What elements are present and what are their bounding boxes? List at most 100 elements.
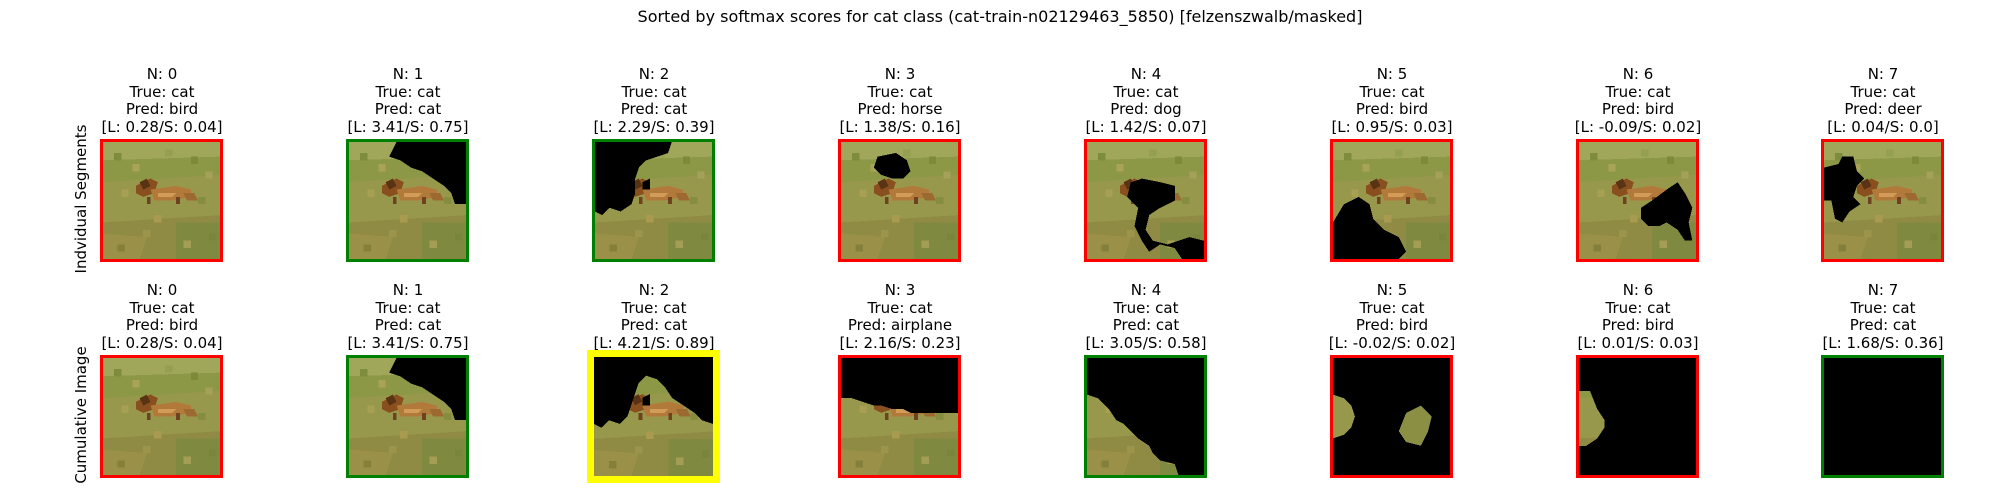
- panel-caption: N: 4 True: cat Pred: dog [L: 1.42/S: 0.07]: [1044, 65, 1248, 136]
- pred-label: Pred: cat: [620, 316, 688, 334]
- cat-grass-image: [594, 357, 713, 476]
- pred-label: Pred: cat: [374, 316, 442, 334]
- true-label: True: cat: [1359, 82, 1425, 101]
- cat-grass-image: [103, 142, 220, 259]
- segment-image-incorrect-frame: [838, 355, 961, 478]
- cat-grass-image: [1824, 142, 1941, 259]
- true-label: True: cat: [1850, 298, 1916, 317]
- panel-index-label: N: 6: [1622, 281, 1654, 299]
- true-label: True: cat: [1605, 82, 1671, 101]
- true-label: True: cat: [867, 298, 933, 317]
- cat-grass-image: [841, 142, 958, 259]
- cat-grass-image: [1579, 142, 1696, 259]
- panel-caption: N: 1 True: cat Pred: cat [L: 3.41/S: 0.75]: [306, 281, 510, 352]
- panel-index-label: N: 2: [638, 65, 670, 83]
- panel-caption: N: 0 True: cat Pred: bird [L: 0.28/S: 0.04]: [60, 281, 264, 352]
- pred-label: Pred: cat: [1849, 316, 1917, 334]
- pred-label: Pred: cat: [374, 100, 442, 118]
- panel-caption: N: 3 True: cat Pred: airplane [L: 2.16/S: 0…: [798, 281, 1002, 352]
- panel-index-label: N: 0: [146, 281, 178, 299]
- true-label: True: cat: [1850, 82, 1916, 101]
- panel-caption: N: 2 True: cat Pred: cat [L: 4.21/S: 0.89]: [552, 281, 756, 352]
- panel-caption: N: 2 True: cat Pred: cat [L: 2.29/S: 0.39]: [552, 65, 756, 136]
- pred-label: Pred: cat: [1112, 316, 1180, 334]
- score-label: [L: 1.38/S: 0.16]: [839, 117, 961, 136]
- pred-label: Pred: bird: [125, 100, 199, 118]
- segment-image-incorrect-frame: [1576, 139, 1699, 262]
- segment-image-incorrect-frame: [100, 139, 223, 262]
- panel-index-label: N: 1: [392, 65, 424, 83]
- cat-grass-image: [349, 358, 466, 475]
- score-label: [L: 3.41/S: 0.75]: [347, 333, 469, 352]
- cat-grass-image: [1579, 358, 1696, 475]
- pred-label: Pred: airplane: [847, 316, 953, 334]
- true-label: True: cat: [867, 82, 933, 101]
- panel-index-label: N: 3: [884, 65, 916, 83]
- pred-label: Pred: bird: [1601, 100, 1675, 118]
- pred-label: Pred: horse: [857, 100, 943, 118]
- pred-label: Pred: bird: [1601, 316, 1675, 334]
- panel-index-label: N: 5: [1376, 65, 1408, 83]
- panel-caption: N: 1 True: cat Pred: cat [L: 3.41/S: 0.75]: [306, 65, 510, 136]
- panel-caption: N: 3 True: cat Pred: horse [L: 1.38/S: 0.16…: [798, 65, 1002, 136]
- cat-grass-image: [1824, 358, 1941, 475]
- score-label: [L: -0.02/S: 0.02]: [1328, 333, 1456, 352]
- segment-image-incorrect-frame: [1330, 355, 1453, 478]
- panel-index-label: N: 4: [1130, 65, 1162, 83]
- panel-index-label: N: 3: [884, 281, 916, 299]
- cat-grass-image: [1087, 142, 1204, 259]
- segment-image-correct-frame: [592, 139, 715, 262]
- pred-label: Pred: bird: [125, 316, 199, 334]
- score-label: [L: 0.28/S: 0.04]: [101, 333, 223, 352]
- pred-label: Pred: deer: [1844, 100, 1922, 118]
- true-label: True: cat: [375, 82, 441, 101]
- score-label: [L: 1.42/S: 0.07]: [1085, 117, 1207, 136]
- segment-image-incorrect-frame: [100, 355, 223, 478]
- panel-caption: N: 0 True: cat Pred: bird [L: 0.28/S: 0.04]: [60, 65, 264, 136]
- panel-index-label: N: 1: [392, 281, 424, 299]
- pred-label: Pred: dog: [1110, 100, 1182, 118]
- segment-image-incorrect-frame: [1821, 139, 1944, 262]
- segment-image-best-frame: [587, 350, 720, 483]
- score-label: [L: -0.09/S: 0.02]: [1574, 117, 1702, 136]
- pred-label: Pred: bird: [1355, 316, 1429, 334]
- true-label: True: cat: [129, 298, 195, 317]
- true-label: True: cat: [1113, 82, 1179, 101]
- true-label: True: cat: [1113, 298, 1179, 317]
- score-label: [L: 0.04/S: 0.0]: [1827, 117, 1939, 136]
- cat-grass-image: [1333, 142, 1450, 259]
- segment-image-correct-frame: [346, 355, 469, 478]
- true-label: True: cat: [621, 298, 687, 317]
- score-label: [L: 0.28/S: 0.04]: [101, 117, 223, 136]
- score-label: [L: 0.01/S: 0.03]: [1577, 333, 1699, 352]
- score-label: [L: 4.21/S: 0.89]: [593, 333, 715, 352]
- panel-caption: N: 5 True: cat Pred: bird [L: -0.02/S: 0.02…: [1290, 281, 1494, 352]
- cat-grass-image: [595, 142, 712, 259]
- panel-index-label: N: 7: [1867, 281, 1899, 299]
- panel-index-label: N: 7: [1867, 65, 1899, 83]
- panel-index-label: N: 0: [146, 65, 178, 83]
- score-label: [L: 2.16/S: 0.23]: [839, 333, 961, 352]
- panel-caption: N: 6 True: cat Pred: bird [L: -0.09/S: 0.02…: [1536, 65, 1740, 136]
- segment-image-correct-frame: [346, 139, 469, 262]
- panel-caption: N: 5 True: cat Pred: bird [L: 0.95/S: 0.03]: [1290, 65, 1494, 136]
- pred-label: Pred: cat: [620, 100, 688, 118]
- panel-index-label: N: 4: [1130, 281, 1162, 299]
- cat-grass-image: [1087, 358, 1204, 475]
- true-label: True: cat: [375, 298, 441, 317]
- cat-grass-image: [841, 358, 958, 475]
- panel-caption: N: 7 True: cat Pred: deer [L: 0.04/S: 0.0]: [1781, 65, 1985, 136]
- panel-index-label: N: 6: [1622, 65, 1654, 83]
- panel-index-label: N: 2: [638, 281, 670, 299]
- segment-image-incorrect-frame: [1330, 139, 1453, 262]
- score-label: [L: 3.05/S: 0.58]: [1085, 333, 1207, 352]
- cat-grass-image: [349, 142, 466, 259]
- segment-image-incorrect-frame: [1084, 139, 1207, 262]
- true-label: True: cat: [129, 82, 195, 101]
- figure-title: Sorted by softmax scores for cat class (…: [637, 7, 1363, 26]
- segment-image-incorrect-frame: [1576, 355, 1699, 478]
- true-label: True: cat: [621, 82, 687, 101]
- panel-index-label: N: 5: [1376, 281, 1408, 299]
- true-label: True: cat: [1605, 298, 1671, 317]
